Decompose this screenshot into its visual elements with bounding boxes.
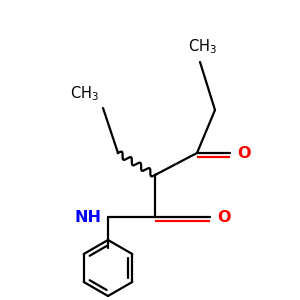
Text: O: O	[237, 146, 250, 160]
Text: CH$_3$: CH$_3$	[188, 37, 217, 56]
Text: NH: NH	[75, 209, 102, 224]
Text: O: O	[217, 209, 230, 224]
Text: CH$_3$: CH$_3$	[70, 84, 99, 103]
